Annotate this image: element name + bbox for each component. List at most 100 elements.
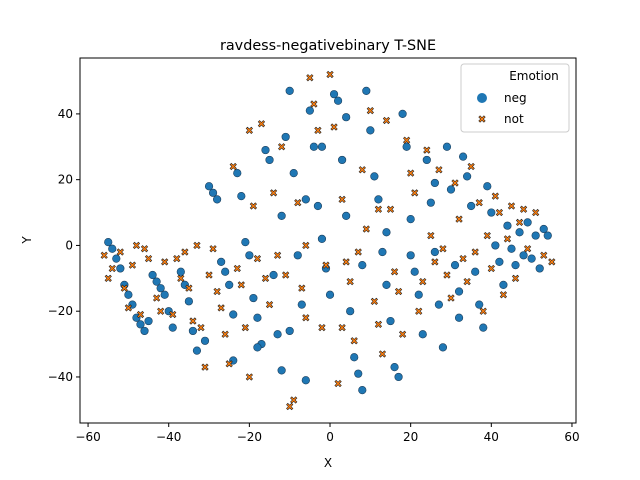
point-not — [245, 126, 253, 134]
point-not — [177, 274, 185, 282]
x-tick-label: −60 — [75, 430, 100, 444]
point-not — [124, 304, 133, 312]
point-neg — [539, 224, 548, 234]
point-not — [511, 274, 520, 282]
point-neg — [454, 287, 464, 296]
point-not — [233, 264, 241, 273]
point-neg — [253, 343, 262, 352]
point-neg — [152, 277, 161, 286]
point-neg — [156, 284, 165, 293]
point-neg — [116, 264, 125, 273]
point-neg — [350, 353, 359, 362]
point-not — [346, 277, 354, 286]
point-neg — [208, 188, 218, 197]
point-not — [431, 258, 439, 266]
point-not — [378, 350, 387, 358]
point-not — [459, 254, 467, 263]
point-not — [548, 258, 556, 266]
point-neg — [515, 228, 524, 237]
point-neg — [463, 172, 472, 181]
point-neg — [249, 293, 258, 303]
x-tick-label: 0 — [326, 430, 334, 444]
legend-not-label: not — [504, 112, 524, 126]
point-neg — [402, 142, 411, 151]
point-neg — [382, 280, 391, 289]
point-neg — [313, 201, 323, 211]
x-tick-label: 20 — [403, 430, 418, 444]
point-not — [108, 264, 116, 273]
point-not — [338, 324, 346, 332]
point-not — [491, 192, 499, 200]
point-neg — [297, 300, 306, 309]
point-not — [169, 310, 177, 319]
legend-title: Emotion — [509, 69, 559, 83]
point-neg — [338, 155, 347, 165]
point-not — [229, 162, 237, 171]
point-not — [523, 245, 532, 253]
point-neg — [346, 307, 355, 316]
point-neg — [358, 386, 367, 395]
point-not — [366, 106, 374, 115]
point-not — [302, 314, 310, 322]
point-not — [209, 245, 217, 253]
point-not — [435, 166, 443, 174]
point-neg — [144, 316, 153, 326]
point-not — [483, 231, 491, 240]
point-neg — [317, 234, 327, 243]
x-tick-label: −40 — [156, 430, 181, 444]
point-not — [173, 254, 181, 263]
point-not — [532, 208, 540, 217]
point-not — [318, 324, 326, 332]
point-not — [298, 284, 306, 292]
point-neg — [398, 109, 407, 118]
point-not — [290, 396, 298, 404]
point-neg — [241, 238, 250, 247]
point-not — [286, 402, 294, 411]
point-neg — [386, 316, 395, 326]
point-neg — [487, 208, 496, 217]
point-neg — [342, 211, 351, 220]
point-not — [265, 300, 274, 309]
data-marks — [100, 70, 556, 411]
point-not — [475, 199, 483, 207]
point-not — [152, 294, 161, 302]
legend-not-x-icon — [478, 115, 486, 123]
point-neg — [136, 320, 145, 329]
point-not — [503, 235, 512, 243]
point-not — [382, 116, 391, 125]
point-not — [221, 330, 229, 338]
point-not — [411, 189, 419, 197]
point-neg — [406, 251, 415, 260]
point-neg — [317, 142, 327, 151]
point-neg — [362, 86, 371, 95]
point-neg — [519, 251, 528, 260]
point-not — [415, 307, 423, 315]
point-not — [237, 281, 245, 289]
point-not — [463, 277, 471, 286]
point-neg — [414, 290, 423, 299]
point-neg — [293, 251, 302, 260]
point-not — [447, 294, 455, 302]
legend: Emotion neg not — [460, 63, 570, 133]
point-neg — [184, 297, 193, 306]
point-not — [350, 337, 358, 345]
point-not — [205, 271, 213, 279]
point-neg — [104, 238, 113, 247]
point-not — [302, 241, 310, 250]
point-not — [249, 202, 258, 210]
point-not — [322, 261, 330, 269]
point-neg — [430, 178, 439, 188]
point-not — [257, 120, 266, 128]
point-not — [515, 218, 524, 227]
point-not — [310, 100, 318, 108]
point-not — [479, 307, 487, 315]
point-neg — [233, 168, 242, 178]
point-neg — [245, 251, 254, 260]
point-neg — [450, 261, 460, 270]
point-not — [217, 304, 225, 312]
point-neg — [495, 257, 504, 266]
point-not — [100, 251, 108, 259]
x-tick-label: −20 — [237, 430, 262, 444]
point-neg — [454, 313, 464, 322]
point-not — [398, 330, 407, 338]
